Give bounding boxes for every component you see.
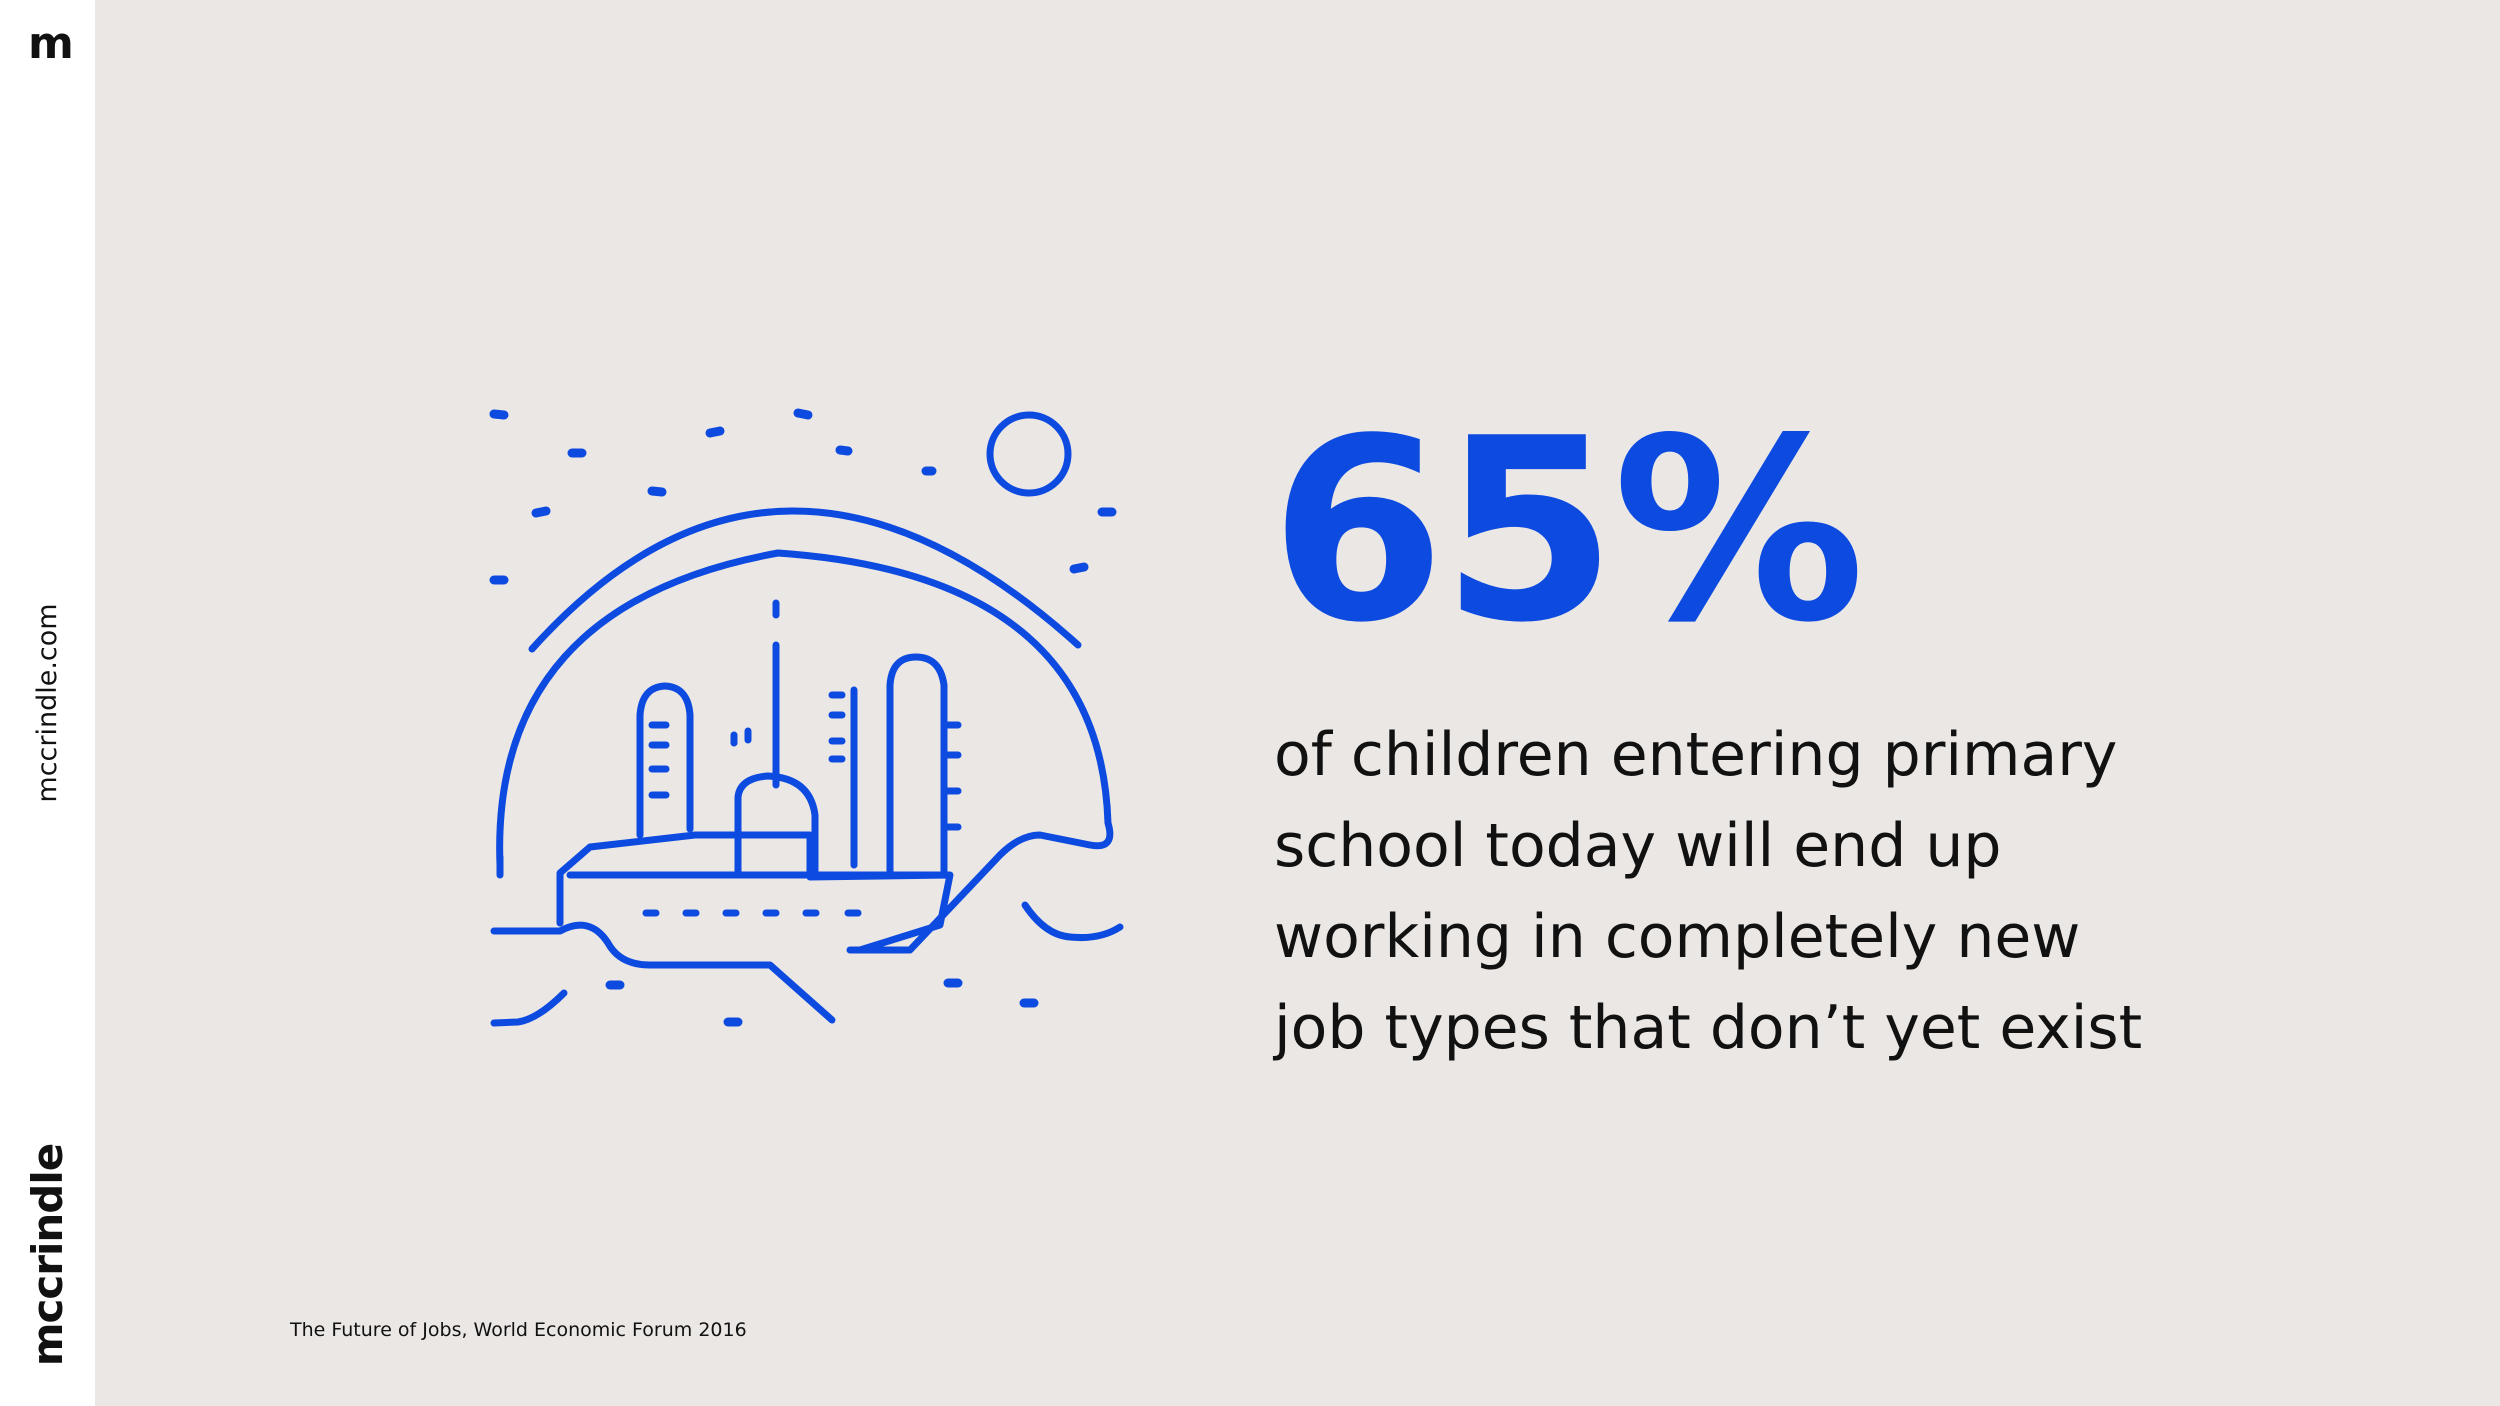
source-citation: The Future of Jobs, World Economic Forum… <box>290 1319 747 1341</box>
stat-description: of children entering primary school toda… <box>1274 710 2274 1074</box>
brand-wordmark: mccrindle <box>23 1143 72 1367</box>
brand-website: mccrindle.com <box>32 603 63 803</box>
stat-description-line: working in completely new <box>1274 902 2081 972</box>
stat-description-line: school today will end up <box>1274 811 2002 881</box>
stat-description-line: job types that don’t yet exist <box>1274 993 2143 1063</box>
city-dome-icon <box>489 408 1124 1027</box>
brand-monogram: m <box>28 18 74 69</box>
stat-description-line: of children entering primary <box>1274 720 2118 790</box>
stat-value: 65% <box>1270 385 1865 678</box>
brand-sidebar: m mccrindle.com mccrindle <box>0 0 95 1406</box>
